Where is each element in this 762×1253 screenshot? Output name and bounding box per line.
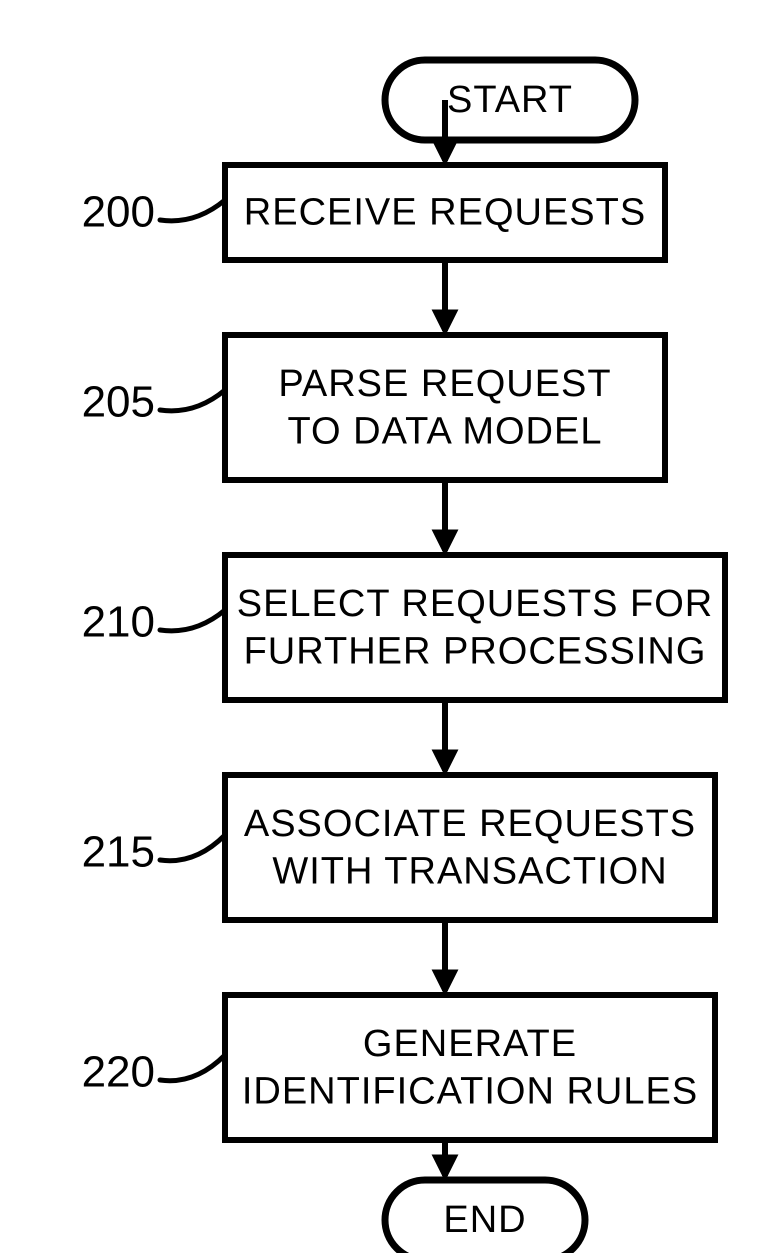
step-text-215-0: ASSOCIATE REQUESTS bbox=[244, 803, 696, 845]
step-box-205 bbox=[225, 335, 665, 480]
start-terminator-label: START bbox=[447, 79, 573, 121]
step-text-205-1: TO DATA MODEL bbox=[288, 410, 603, 452]
step-text-220-1: IDENTIFICATION RULES bbox=[242, 1070, 698, 1112]
step-label-215: 215 bbox=[82, 828, 155, 877]
flowchart-canvas: START RECEIVE REQUESTS 200 PARSE REQUEST TO … bbox=[0, 0, 762, 1253]
step-text-205-0: PARSE REQUEST bbox=[278, 363, 611, 405]
step-text-200-0: RECEIVE REQUESTS bbox=[244, 192, 646, 234]
step-text-210-1: FURTHER PROCESSING bbox=[244, 630, 707, 672]
step-connector-215 bbox=[160, 835, 225, 861]
step-text-215-1: WITH TRANSACTION bbox=[272, 850, 667, 892]
step-label-205: 205 bbox=[82, 378, 155, 427]
end-terminator-label: END bbox=[443, 1199, 526, 1241]
step-label-210: 210 bbox=[82, 598, 155, 647]
step-box-215 bbox=[225, 775, 715, 920]
step-connector-220 bbox=[160, 1055, 225, 1081]
step-label-220: 220 bbox=[82, 1048, 155, 1097]
step-label-200: 200 bbox=[82, 188, 155, 237]
step-connector-205 bbox=[160, 390, 225, 411]
step-connector-200 bbox=[160, 200, 225, 221]
step-connector-210 bbox=[160, 610, 225, 631]
step-text-210-0: SELECT REQUESTS FOR bbox=[237, 583, 714, 625]
step-box-220 bbox=[225, 995, 715, 1140]
step-box-210 bbox=[225, 555, 725, 700]
step-text-220-0: GENERATE bbox=[363, 1023, 577, 1065]
